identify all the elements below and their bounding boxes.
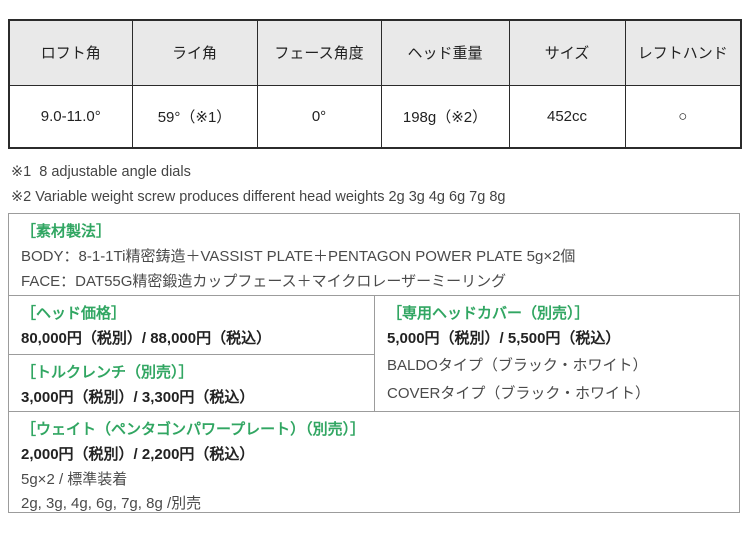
detail-columns: ［ヘッド価格］ 80,000円（税別）/ 88,000円（税込） ［トルクレンチ… xyxy=(9,296,739,412)
spec-value-left-hand: ○ xyxy=(624,84,742,149)
section-material: ［素材製法］ BODY：8-1-1Ti精密鋳造＋VASSIST PLATE＋PE… xyxy=(9,214,739,296)
section-weight: ［ウェイト（ペンタゴンパワープレート）（別売）］ 2,000円（税別）/ 2,2… xyxy=(9,412,739,512)
head-price-value: 80,000円（税別）/ 88,000円（税込） xyxy=(21,330,272,347)
spec-value-lie-angle: 59°（※1） xyxy=(131,84,258,149)
spec-table: ロフト角 ライ角 フェース角度 ヘッド重量 サイズ レフトハンド 9.0-11.… xyxy=(8,19,742,149)
weight-price: 2,000円（税別）/ 2,200円（税込） xyxy=(21,446,255,463)
head-cover-price: 5,000円（税別）/ 5,500円（税込） xyxy=(387,330,621,347)
weight-optional-line: 2g, 3g, 4g, 6g, 7g, 8g /別売 xyxy=(21,495,202,512)
head-cover-type-baldo: BALDOタイプ（ブラック・ホワイト） xyxy=(387,357,648,374)
footnote-1: ※1 8 adjustable angle dials xyxy=(11,164,191,180)
spec-header-left-hand: レフトハンド xyxy=(624,19,742,86)
spec-header-face-angle: フェース角度 xyxy=(256,19,382,86)
section-head-cover-title: ［専用ヘッドカバー（別売）］ xyxy=(387,305,590,322)
spec-table-header-row: ロフト角 ライ角 フェース角度 ヘッド重量 サイズ レフトハンド xyxy=(8,19,742,86)
spec-header-head-weight: ヘッド重量 xyxy=(380,19,510,86)
section-torque-wrench-title: ［トルクレンチ（別売）］ xyxy=(21,364,194,381)
section-head-price-title: ［ヘッド価格］ xyxy=(21,305,127,322)
footnotes: ※1 8 adjustable angle dials ※2 Variable … xyxy=(11,160,505,210)
material-face-line: FACE：DAT55G精密鍛造カップフェース＋マイクロレーザーミーリング xyxy=(21,273,507,290)
section-torque-wrench: ［トルクレンチ（別売）］ 3,000円（税別）/ 3,300円（税込） xyxy=(9,355,374,411)
spec-value-head-weight: 198g（※2） xyxy=(380,84,510,149)
detail-box: ［素材製法］ BODY：8-1-1Ti精密鋳造＋VASSIST PLATE＋PE… xyxy=(8,213,740,513)
spec-header-loft-angle: ロフト角 xyxy=(8,19,133,86)
weight-standard-line: 5g×2 / 標準装着 xyxy=(21,471,128,488)
spec-header-size: サイズ xyxy=(508,19,626,86)
section-head-price: ［ヘッド価格］ 80,000円（税別）/ 88,000円（税込） xyxy=(9,296,374,355)
left-column: ［ヘッド価格］ 80,000円（税別）/ 88,000円（税込） ［トルクレンチ… xyxy=(9,296,375,411)
spec-header-lie-angle: ライ角 xyxy=(131,19,258,86)
spec-value-face-angle: 0° xyxy=(256,84,382,149)
section-weight-title: ［ウェイト（ペンタゴンパワープレート）（別売）］ xyxy=(21,421,366,438)
section-material-title: ［素材製法］ xyxy=(21,223,112,240)
spec-value-loft-angle: 9.0-11.0° xyxy=(8,84,133,149)
material-body-line: BODY：8-1-1Ti精密鋳造＋VASSIST PLATE＋PENTAGON … xyxy=(21,248,576,265)
section-head-cover: ［専用ヘッドカバー（別売）］ 5,000円（税別）/ 5,500円（税込） BA… xyxy=(375,296,739,411)
head-cover-type-cover: COVERタイプ（ブラック・ホワイト） xyxy=(387,385,651,402)
spec-table-value-row: 9.0-11.0° 59°（※1） 0° 198g（※2） 452cc ○ xyxy=(8,84,742,149)
torque-wrench-price: 3,000円（税別）/ 3,300円（税込） xyxy=(21,389,255,406)
footnote-2: ※2 Variable weight screw produces differ… xyxy=(11,189,506,205)
spec-value-size: 452cc xyxy=(508,84,626,149)
